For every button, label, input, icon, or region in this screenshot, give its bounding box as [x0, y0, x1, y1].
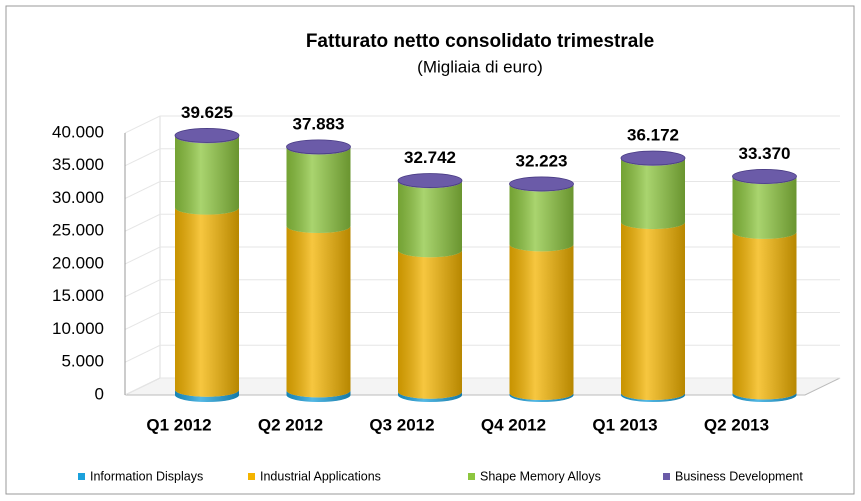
data-label: 32.223 [516, 151, 568, 170]
legend-swatch [78, 473, 85, 480]
grid-line [124, 279, 840, 298]
legend-label: Business Development [675, 469, 803, 483]
x-tick-label: Q4 2012 [481, 415, 546, 434]
data-label: 33.370 [739, 144, 791, 163]
x-tick-label: Q2 2013 [704, 415, 769, 434]
bar-shading [621, 222, 685, 401]
bar-shading [621, 393, 685, 402]
chart-subtitle: (Migliaia di euro) [417, 57, 543, 76]
grid-line [124, 312, 840, 330]
bar-shading [509, 244, 574, 401]
bar-cap [620, 150, 686, 166]
bar-shading [732, 177, 797, 239]
legend-label: Shape Memory Alloys [480, 469, 601, 483]
bar-cap [732, 169, 797, 184]
bar-shading [509, 184, 574, 252]
bar-shading [398, 181, 462, 258]
y-tick-label: 0 [95, 384, 104, 403]
bar-cap [509, 176, 574, 192]
grid-line [124, 148, 840, 167]
bar-shading [175, 207, 239, 397]
legend-label: Industrial Applications [260, 469, 381, 483]
bar-shading [175, 136, 239, 215]
y-tick-label: 5.000 [61, 352, 104, 371]
bar-shading [621, 158, 685, 230]
y-tick-label: 10.000 [52, 319, 104, 338]
legend-swatch [468, 473, 475, 480]
data-label: 36.172 [627, 126, 679, 145]
bar-shading [732, 231, 797, 400]
bar-cap [397, 173, 463, 188]
bar-shading [398, 250, 462, 399]
bar-cap [286, 139, 351, 155]
y-tick-label: 35.000 [52, 155, 104, 174]
grid-line [124, 115, 840, 134]
bar-shading [286, 147, 351, 234]
y-tick-label: 15.000 [52, 286, 104, 305]
bar-shading [175, 389, 239, 402]
legend-swatch [663, 473, 670, 480]
grid-line [124, 213, 840, 232]
bar-shading [398, 391, 462, 402]
y-tick-label: 20.000 [52, 253, 104, 272]
y-tick-label: 25.000 [52, 221, 104, 240]
data-label: 32.742 [404, 148, 456, 167]
x-tick-label: Q3 2012 [369, 415, 434, 434]
data-label: 37.883 [293, 114, 345, 133]
bar-shading [286, 226, 351, 398]
x-tick-label: Q1 2012 [146, 415, 211, 434]
bar-shading [509, 393, 574, 402]
chart-title: Fatturato netto consolidato trimestrale [306, 31, 654, 52]
y-tick-label: 40.000 [52, 122, 104, 141]
legend-label: Information Displays [90, 469, 203, 483]
y-tick-label: 30.000 [52, 188, 104, 207]
grid-line [124, 344, 840, 363]
grid-line [124, 246, 840, 265]
grid-line [124, 377, 840, 396]
bar-cap [174, 128, 240, 143]
x-tick-label: Q2 2012 [258, 415, 323, 434]
legend-swatch [248, 473, 255, 480]
bar-shading [286, 390, 351, 402]
bar-shading [732, 392, 797, 402]
x-tick-label: Q1 2013 [592, 415, 657, 434]
data-label: 39.625 [181, 103, 233, 122]
grid-line [124, 181, 840, 199]
